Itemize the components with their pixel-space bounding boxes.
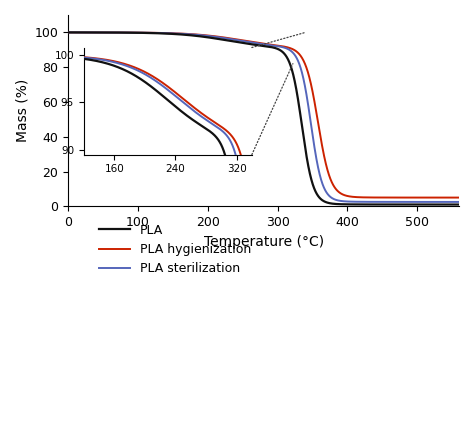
- PLA sterilization: [456, 199, 462, 204]
- Y-axis label: Mass (%): Mass (%): [15, 79, 29, 142]
- PLA: [232, 39, 238, 44]
- PLA hygienization: [406, 195, 412, 200]
- PLA hygienization: [232, 36, 238, 42]
- PLA sterilization: [406, 199, 412, 204]
- PLA sterilization: [215, 35, 221, 40]
- PLA sterilization: [110, 30, 116, 35]
- PLA hygienization: [448, 195, 454, 200]
- Legend: PLA, PLA hygienization, PLA sterilization: PLA, PLA hygienization, PLA sterilizatio…: [94, 219, 256, 280]
- PLA: [448, 202, 454, 207]
- Line: PLA: PLA: [68, 32, 459, 204]
- PLA hygienization: [133, 30, 139, 35]
- Line: PLA sterilization: PLA sterilization: [68, 32, 459, 202]
- PLA: [110, 30, 116, 35]
- PLA: [133, 30, 139, 36]
- PLA hygienization: [215, 34, 221, 39]
- PLA: [215, 36, 221, 42]
- X-axis label: Temperature (°C): Temperature (°C): [203, 235, 324, 249]
- PLA: [65, 30, 71, 35]
- PLA sterilization: [448, 199, 454, 204]
- PLA sterilization: [232, 37, 238, 42]
- PLA: [456, 202, 462, 207]
- Line: PLA hygienization: PLA hygienization: [68, 32, 459, 197]
- PLA: [406, 202, 412, 207]
- PLA sterilization: [65, 30, 71, 35]
- PLA sterilization: [133, 30, 139, 35]
- PLA hygienization: [110, 30, 116, 35]
- PLA hygienization: [456, 195, 462, 200]
- PLA hygienization: [65, 30, 71, 35]
